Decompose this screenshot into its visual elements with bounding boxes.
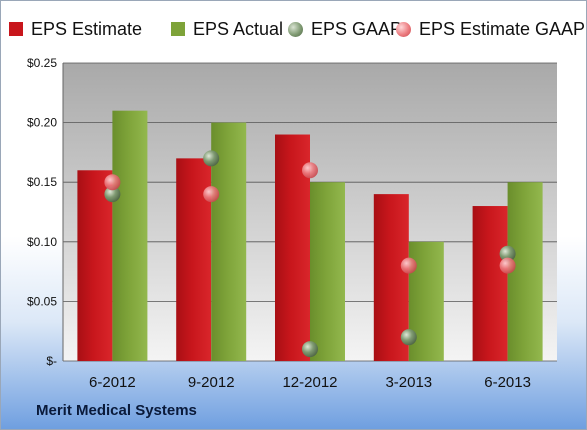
legend-swatch-eps-estimate — [9, 22, 23, 36]
legend: EPS Estimate EPS Actual EPS GAAP EPS Est… — [1, 15, 586, 43]
legend-marker-eps-gaap — [288, 21, 303, 37]
bar-eps-actual — [112, 110, 148, 362]
bar-eps-actual — [507, 182, 543, 361]
legend-label-eps-estimate-gaap: EPS Estimate GAAP — [419, 18, 586, 39]
marker-eps-gaap — [302, 341, 318, 358]
marker-eps-gaap — [499, 245, 516, 262]
x-tick-label: 12-2012 — [282, 374, 337, 391]
bar-eps-actual — [310, 182, 345, 361]
legend-item-eps-gaap: EPS GAAP — [288, 15, 402, 43]
legend-label-eps-actual: EPS Actual — [193, 18, 284, 39]
legend-label-eps-gaap: EPS GAAP — [311, 18, 403, 39]
y-tick-label: $0.25 — [27, 56, 57, 70]
y-tick-label: $0.15 — [27, 175, 57, 189]
legend-label-eps-estimate: EPS Estimate — [31, 18, 143, 39]
legend-item-eps-estimate-gaap: EPS Estimate GAAP — [396, 15, 585, 43]
marker-eps-estimate-gaap — [499, 257, 516, 274]
legend-item-eps-actual: EPS Actual — [171, 15, 283, 43]
marker-eps-estimate-gaap — [400, 257, 417, 274]
y-tick-label: $0.05 — [27, 294, 57, 308]
x-tick-label: 3-2013 — [385, 374, 432, 391]
y-tick-label: $0.20 — [27, 116, 57, 130]
x-tick-label: 6-2013 — [484, 374, 531, 391]
marker-eps-estimate-gaap — [104, 174, 121, 191]
x-tick-label: 9-2012 — [188, 374, 235, 391]
y-tick-label: $0.10 — [27, 235, 57, 249]
marker-eps-estimate-gaap — [203, 186, 220, 203]
marker-eps-gaap — [104, 186, 121, 203]
x-tick-label: 6-2012 — [89, 374, 136, 391]
legend-marker-eps-estimate-gaap — [396, 21, 411, 37]
y-tick-label: $- — [46, 354, 57, 368]
chart-plot: $- $0.05 $0.10 $0.15 $0.20 $0.25 6-2012 9-2012 1… — [27, 56, 557, 391]
bar-eps-estimate — [77, 170, 113, 361]
marker-eps-gaap — [203, 150, 220, 167]
legend-swatch-eps-actual — [171, 22, 185, 36]
marker-eps-estimate-gaap — [302, 162, 318, 179]
bar-eps-estimate — [472, 206, 508, 361]
company-name: Merit Medical Systems — [36, 402, 197, 419]
legend-item-eps-estimate: EPS Estimate — [9, 15, 142, 43]
marker-eps-gaap — [400, 329, 417, 346]
